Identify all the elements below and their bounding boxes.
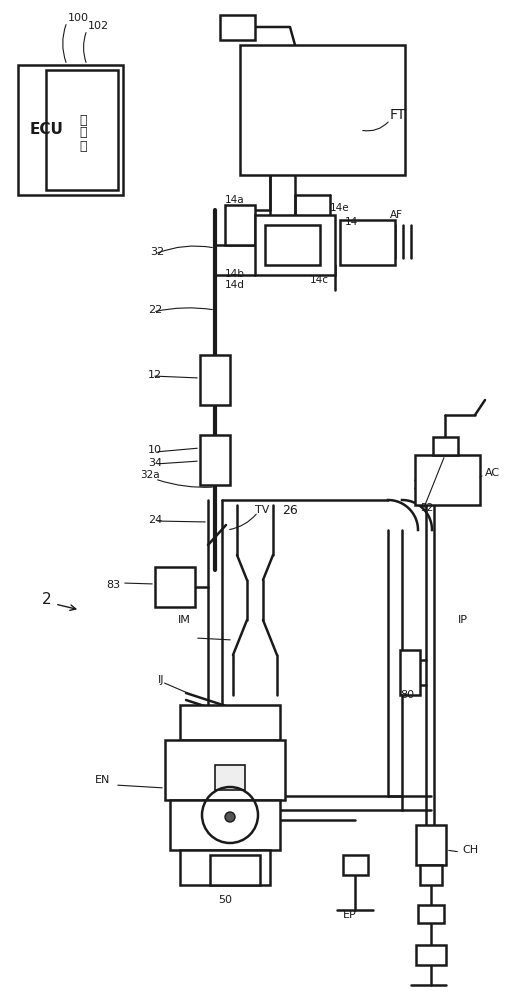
Bar [170, 800, 280, 850]
Bar [46, 70, 118, 190]
Bar [255, 215, 335, 275]
Text: 26: 26 [282, 504, 298, 516]
Bar [416, 945, 446, 965]
Text: CH: CH [462, 845, 478, 855]
Text: 14c: 14c [310, 275, 329, 285]
Text: EP: EP [343, 910, 357, 920]
Text: IP: IP [458, 615, 468, 625]
Bar [180, 705, 280, 740]
Bar [433, 437, 458, 455]
Text: 34: 34 [148, 458, 162, 468]
Text: 14a: 14a [225, 195, 245, 205]
Text: 14e: 14e [330, 203, 349, 213]
Text: 10: 10 [148, 445, 162, 455]
Circle shape [225, 812, 235, 822]
Bar [343, 855, 368, 875]
Bar [220, 15, 255, 40]
Text: TV: TV [255, 505, 269, 515]
Bar [210, 855, 260, 885]
Bar [200, 355, 230, 405]
Bar [225, 205, 255, 245]
Text: IJ: IJ [158, 675, 164, 685]
Text: 12: 12 [148, 370, 162, 380]
Bar [420, 865, 442, 885]
Text: 制: 制 [79, 126, 87, 139]
Bar [155, 567, 195, 607]
Text: 2: 2 [42, 592, 52, 607]
Bar [200, 435, 230, 485]
Text: 部: 部 [79, 139, 87, 152]
Text: 102: 102 [88, 21, 109, 31]
Text: AF: AF [390, 210, 403, 220]
Bar [400, 650, 420, 695]
Bar [418, 905, 444, 923]
Text: 22: 22 [148, 305, 162, 315]
Text: EN: EN [95, 775, 110, 785]
Text: 控: 控 [79, 113, 87, 126]
Bar [165, 740, 285, 800]
Text: 14b: 14b [225, 269, 245, 279]
Text: 14d: 14d [225, 280, 245, 290]
Bar [265, 225, 320, 265]
Text: 14: 14 [345, 217, 358, 227]
Bar [340, 220, 395, 265]
Bar [215, 765, 245, 790]
Text: ECU: ECU [30, 122, 64, 137]
Text: IM: IM [178, 615, 191, 625]
Text: 50: 50 [218, 895, 232, 905]
Text: 100: 100 [68, 13, 89, 23]
Bar [18, 65, 123, 195]
Bar [180, 850, 270, 885]
Text: 52: 52 [420, 503, 433, 513]
Bar [240, 45, 405, 175]
Text: 80: 80 [400, 690, 414, 700]
Text: FT: FT [390, 108, 406, 122]
Text: 32: 32 [150, 247, 164, 257]
Text: 24: 24 [148, 515, 162, 525]
Bar [416, 825, 446, 865]
Text: AC: AC [485, 468, 500, 478]
Bar [415, 455, 480, 505]
Text: 83: 83 [106, 580, 120, 590]
Text: 32a: 32a [140, 470, 160, 480]
